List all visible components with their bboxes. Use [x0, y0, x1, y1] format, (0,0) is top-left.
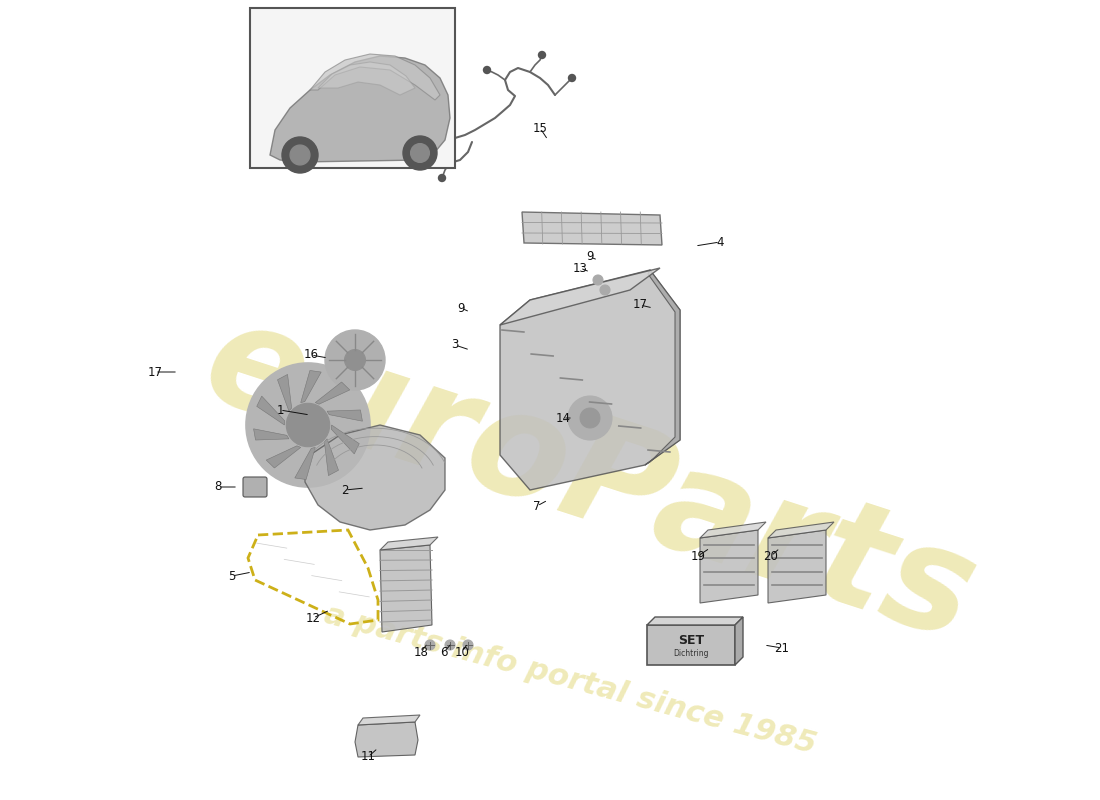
Text: 9: 9 [458, 302, 464, 314]
Text: 17: 17 [632, 298, 648, 311]
Text: Dichtring: Dichtring [673, 649, 708, 658]
Text: 1: 1 [276, 403, 284, 417]
Text: 15: 15 [532, 122, 548, 134]
Polygon shape [305, 425, 446, 530]
Polygon shape [645, 270, 680, 465]
Text: 8: 8 [214, 481, 222, 494]
Text: 19: 19 [691, 550, 705, 562]
Polygon shape [379, 545, 432, 632]
Circle shape [324, 330, 385, 390]
Circle shape [290, 145, 310, 165]
Polygon shape [295, 447, 316, 479]
Polygon shape [768, 522, 834, 538]
Circle shape [539, 51, 546, 58]
Polygon shape [358, 715, 420, 725]
Text: euroParts: euroParts [188, 290, 992, 670]
Text: 6: 6 [440, 646, 448, 658]
Polygon shape [735, 617, 743, 665]
Text: 2: 2 [341, 483, 349, 497]
Polygon shape [254, 429, 289, 440]
Polygon shape [300, 370, 321, 402]
Circle shape [286, 403, 330, 446]
Polygon shape [310, 54, 440, 100]
Text: 16: 16 [304, 349, 319, 362]
Circle shape [246, 363, 370, 487]
Polygon shape [324, 439, 339, 475]
Circle shape [410, 144, 429, 162]
Circle shape [463, 640, 473, 650]
Text: 12: 12 [306, 611, 320, 625]
Text: 11: 11 [361, 750, 375, 763]
Text: 14: 14 [556, 411, 571, 425]
Text: a parts info portal since 1985: a parts info portal since 1985 [321, 600, 820, 760]
Circle shape [282, 137, 318, 173]
Text: SET: SET [678, 634, 704, 646]
Polygon shape [355, 722, 418, 757]
Bar [250, 8, 455, 168]
Text: 20: 20 [763, 550, 779, 562]
Circle shape [580, 408, 600, 428]
Polygon shape [768, 530, 826, 603]
Polygon shape [277, 374, 292, 411]
Text: 3: 3 [451, 338, 459, 351]
Text: 5: 5 [229, 570, 235, 582]
Polygon shape [522, 212, 662, 245]
Text: 9: 9 [586, 250, 594, 263]
Circle shape [569, 74, 575, 82]
Polygon shape [331, 425, 360, 454]
Text: 17: 17 [147, 366, 163, 378]
Text: 13: 13 [573, 262, 587, 274]
FancyBboxPatch shape [243, 477, 267, 497]
Polygon shape [256, 396, 285, 425]
Polygon shape [500, 270, 680, 490]
Circle shape [403, 136, 437, 170]
Polygon shape [266, 446, 300, 468]
Text: 7: 7 [534, 499, 541, 513]
Polygon shape [647, 617, 742, 625]
Text: 21: 21 [774, 642, 790, 654]
Text: 18: 18 [414, 646, 428, 658]
Circle shape [446, 640, 455, 650]
Polygon shape [327, 410, 362, 421]
Circle shape [425, 640, 435, 650]
Text: 10: 10 [454, 646, 470, 658]
Polygon shape [316, 382, 350, 404]
Polygon shape [700, 522, 766, 538]
Circle shape [439, 174, 446, 182]
Polygon shape [379, 537, 438, 550]
Text: 4: 4 [716, 235, 724, 249]
Polygon shape [270, 56, 450, 162]
Circle shape [344, 350, 365, 370]
Circle shape [593, 275, 603, 285]
Polygon shape [318, 62, 415, 95]
Polygon shape [500, 268, 660, 325]
Bar [647, 625, 735, 665]
Circle shape [484, 66, 491, 74]
Polygon shape [700, 530, 758, 603]
Circle shape [568, 396, 612, 440]
Circle shape [600, 285, 610, 295]
